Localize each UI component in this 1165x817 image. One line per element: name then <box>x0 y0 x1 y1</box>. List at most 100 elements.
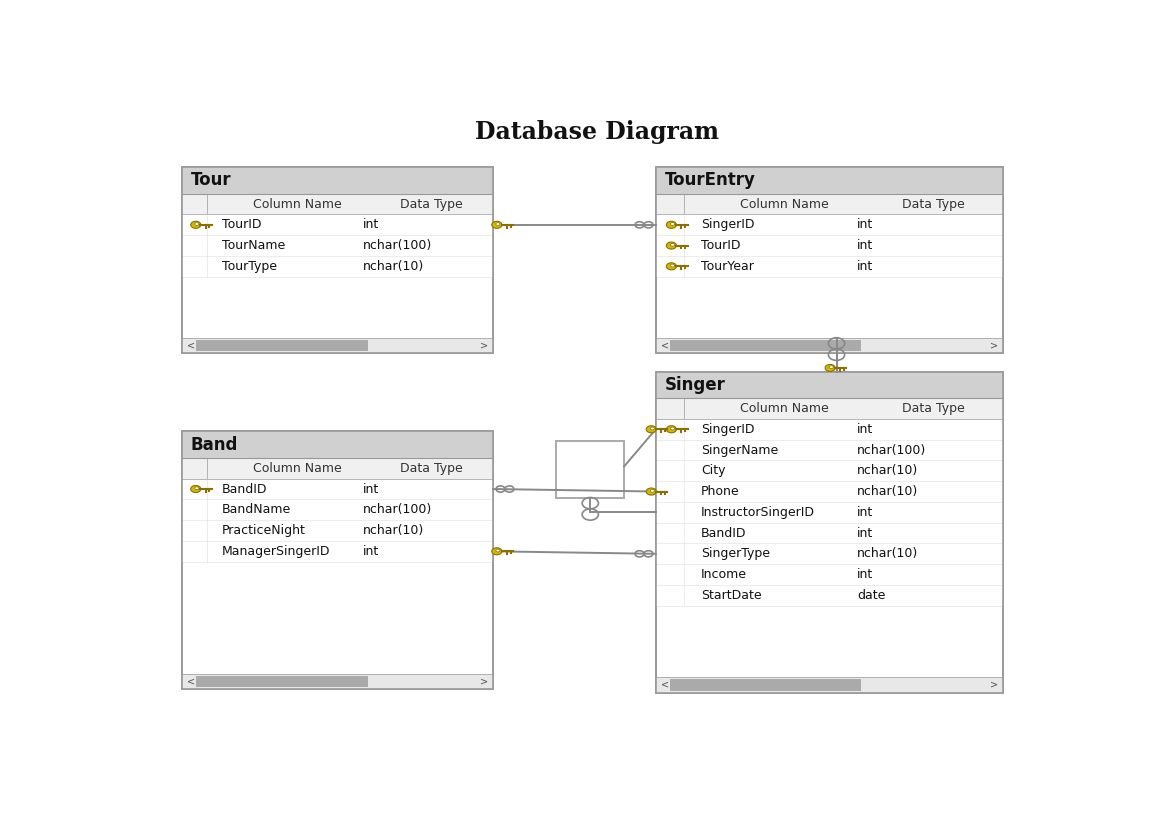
Circle shape <box>670 427 675 430</box>
Text: nchar(100): nchar(100) <box>362 239 432 252</box>
Bar <box>182 235 493 256</box>
Text: Column Name: Column Name <box>740 198 828 211</box>
Bar <box>656 440 1003 461</box>
Text: nchar(10): nchar(10) <box>857 547 919 560</box>
Circle shape <box>650 427 655 430</box>
Text: Data Type: Data Type <box>903 402 966 415</box>
Text: Column Name: Column Name <box>253 462 341 475</box>
Bar <box>656 372 1003 693</box>
Text: int: int <box>857 239 874 252</box>
Text: int: int <box>362 545 379 558</box>
Circle shape <box>666 426 677 433</box>
Bar <box>670 679 861 690</box>
Text: nchar(10): nchar(10) <box>857 485 919 498</box>
Text: Band: Band <box>191 435 238 453</box>
Bar <box>656 481 1003 502</box>
Bar <box>656 543 1003 565</box>
Text: int: int <box>857 260 874 273</box>
Bar <box>656 167 1003 353</box>
Bar <box>182 194 493 214</box>
Bar <box>182 674 493 690</box>
Text: int: int <box>857 568 874 581</box>
Circle shape <box>191 221 200 228</box>
Circle shape <box>191 485 200 493</box>
Circle shape <box>825 364 835 372</box>
Text: StartDate: StartDate <box>701 589 762 602</box>
Bar <box>656 502 1003 523</box>
Text: Data Type: Data Type <box>903 198 966 211</box>
Text: >: > <box>990 680 998 690</box>
Bar <box>557 441 624 498</box>
Text: Column Name: Column Name <box>740 402 828 415</box>
Bar <box>182 458 493 479</box>
Text: SingerName: SingerName <box>701 444 778 457</box>
Text: >: > <box>990 340 998 350</box>
Bar <box>656 523 1003 543</box>
Bar <box>656 461 1003 481</box>
Text: SingerID: SingerID <box>701 422 755 435</box>
Circle shape <box>666 242 677 249</box>
Bar <box>182 431 493 690</box>
Bar <box>656 677 1003 693</box>
Bar <box>656 167 1003 353</box>
Text: PracticeNight: PracticeNight <box>223 524 306 537</box>
Bar <box>182 167 493 353</box>
Text: nchar(10): nchar(10) <box>362 524 424 537</box>
Text: int: int <box>857 218 874 231</box>
Circle shape <box>670 264 675 267</box>
Circle shape <box>496 549 500 552</box>
Text: Column Name: Column Name <box>253 198 341 211</box>
Circle shape <box>670 223 675 225</box>
Circle shape <box>829 366 833 368</box>
Bar <box>656 565 1003 585</box>
Text: City: City <box>701 464 726 477</box>
Circle shape <box>647 426 656 433</box>
Bar <box>182 479 493 499</box>
Text: TourName: TourName <box>223 239 285 252</box>
Bar <box>656 419 1003 440</box>
Text: SingerID: SingerID <box>701 218 755 231</box>
Circle shape <box>195 487 199 489</box>
Text: TourType: TourType <box>223 260 277 273</box>
Text: int: int <box>857 526 874 539</box>
Bar <box>656 337 1003 353</box>
Text: TourID: TourID <box>701 239 741 252</box>
Circle shape <box>492 221 502 228</box>
Text: BandID: BandID <box>223 483 268 496</box>
Text: BandName: BandName <box>223 503 291 516</box>
Bar <box>656 167 1003 194</box>
Bar <box>670 340 861 351</box>
Text: nchar(10): nchar(10) <box>857 464 919 477</box>
Bar <box>182 167 493 353</box>
Bar <box>196 676 367 687</box>
Circle shape <box>666 221 677 228</box>
Circle shape <box>496 223 500 225</box>
Bar <box>182 337 493 353</box>
Circle shape <box>647 488 656 495</box>
Text: Singer: Singer <box>665 376 726 394</box>
Text: int: int <box>857 422 874 435</box>
Bar <box>656 194 1003 214</box>
Text: int: int <box>362 218 379 231</box>
Bar <box>182 431 493 690</box>
Bar <box>182 431 493 458</box>
Bar <box>656 235 1003 256</box>
Bar <box>196 340 367 351</box>
Text: >: > <box>480 340 488 350</box>
Bar <box>182 214 493 235</box>
Text: SingerType: SingerType <box>701 547 770 560</box>
Text: int: int <box>857 506 874 519</box>
Text: Income: Income <box>701 568 747 581</box>
Circle shape <box>195 223 199 225</box>
Text: BandID: BandID <box>701 526 747 539</box>
Text: <: < <box>662 340 669 350</box>
Text: Phone: Phone <box>701 485 740 498</box>
Text: Data Type: Data Type <box>400 198 463 211</box>
Text: nchar(10): nchar(10) <box>362 260 424 273</box>
Bar <box>182 520 493 541</box>
Text: TourYear: TourYear <box>701 260 754 273</box>
Circle shape <box>492 547 502 555</box>
Text: Database Diagram: Database Diagram <box>475 120 719 144</box>
Text: <: < <box>188 340 196 350</box>
Text: TourEntry: TourEntry <box>665 172 756 190</box>
